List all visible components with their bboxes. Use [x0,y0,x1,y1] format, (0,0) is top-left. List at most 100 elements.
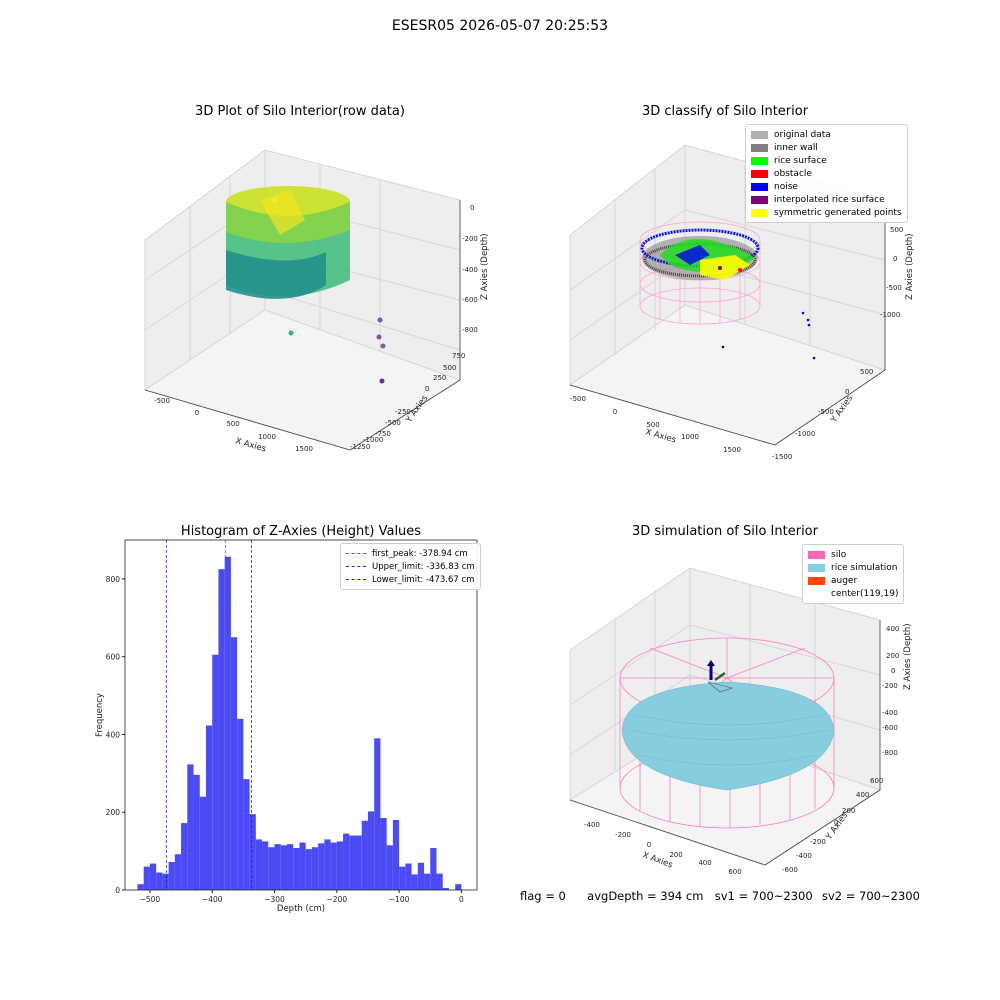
histogram-bar [174,854,182,890]
histogram-bar [286,844,294,890]
p4-ztick: 400 [886,625,899,633]
legend-swatch [751,169,768,178]
panel1-axis-edges [144,200,461,451]
histogram-bar [343,833,350,890]
panel4-title: 3D simulation of Silo Interior [632,524,818,539]
p1-ztick: -600 [462,296,478,304]
histogram-xlabel: Depth (cm) [277,904,325,914]
p2-xtick: 0 [613,408,617,416]
avg-depth-value: avgDepth = 394 cm [587,889,704,903]
histogram-bar [424,873,431,890]
histogram-bar [392,820,400,890]
histogram-bar [386,845,393,890]
histogram-bar [299,842,306,890]
legend-entry-interpolated: interpolated rice surface [751,193,902,206]
histogram-bar [355,835,362,890]
histogram-bar [262,841,269,890]
p4-ytick: 400 [856,791,869,799]
p4-ztick: -200 [882,682,898,690]
legend-entry-upper-limit: Upper_limit: -336.83 cm [346,560,475,573]
histogram-bar [442,888,449,890]
histogram-bar [274,844,281,890]
p2-xtick: 1500 [723,446,741,454]
y-tick-label: 200 [106,808,121,817]
legend-swatch [808,550,825,559]
histogram-bar [436,873,443,890]
p4-ztick: -800 [882,749,898,757]
histogram-bar [162,873,169,890]
sv1-value: sv1 = 700~2300 [714,889,813,903]
panel4-auger [707,660,734,693]
histogram-bar [237,718,244,890]
histogram-bar [243,779,250,890]
panel1-point-cloud [226,186,386,384]
p2-xtick: 500 [646,421,659,429]
legend-entry-obstacle: obstacle [751,167,902,180]
histogram-bar [218,569,225,890]
histogram-bar [455,884,462,890]
histogram-bar [187,764,194,890]
y-tick-label: 800 [106,575,121,584]
panel2-classified-points [640,228,816,360]
histogram-bar [293,848,300,890]
panel2-legend: original data inner wall rice surface ob… [745,124,908,223]
histogram-bar [318,843,325,890]
histogram-ylabel: Frequency [95,693,105,737]
histogram-bar [168,862,175,890]
legend-entry-noise: noise [751,180,902,193]
y-tick-label: 400 [106,730,121,739]
p4-zlabel: Z Axies (Depth) [903,623,913,690]
p4-xtick: 200 [669,851,682,859]
p1-ytick: -750 [375,430,391,438]
p4-ztick: -400 [882,709,898,717]
histogram-bar [405,863,412,890]
histogram-bar [224,556,231,890]
legend-swatch [751,208,768,217]
histogram-bar [411,874,418,890]
p4-ytick: -400 [796,852,812,860]
panel2-3d-plot: -500 0 500 1000 1500 X Axies 500 0 -500 … [568,144,915,461]
legend-entry-first-peak: first_peak: -378.94 cm [346,547,475,560]
p2-ztick: 0 [893,255,897,263]
histogram-bar [137,884,144,890]
legend-entry-auger: auger [808,574,898,587]
p2-zlabel: Z Axies (Depth) [905,233,915,300]
x-tick-label: 0 [459,895,464,904]
x-tick-label: −200 [327,895,348,904]
p1-xtick: 1500 [295,445,313,453]
x-tick-label: −400 [202,895,223,904]
histogram-bar [349,835,356,890]
x-tick-label: −500 [140,895,161,904]
panel3-title: Histogram of Z-Axies (Height) Values [180,524,422,539]
legend-swatch [751,195,768,204]
histogram-bar [367,811,375,890]
legend-swatch [751,182,768,191]
p4-xtick: 400 [698,859,711,867]
histogram-bar [249,814,256,890]
histogram-bar [199,796,206,890]
p2-ytick: -1000 [795,430,815,438]
p4-ytick: 600 [870,777,883,785]
histogram-bar [205,725,213,890]
p1-ytick: -500 [385,419,401,427]
histogram-bar [324,839,331,890]
panel1-title: 3D Plot of Silo Interior(row data) [195,104,405,119]
legend-entry-symmetric: symmetric generated points [751,206,902,219]
histogram-bars [137,556,462,890]
p1-ztick: -800 [462,326,478,334]
p4-ytick: -200 [810,838,826,846]
legend-swatch [751,143,768,152]
p1-xtick: 500 [226,420,239,428]
histogram-bar [149,863,157,890]
histogram-bar [361,820,368,890]
histogram-bar [330,842,337,890]
status-footer: flag = 0 avgDepth = 394 cm sv1 = 700~230… [520,889,920,903]
p2-ztick: -1000 [880,311,900,319]
x-tick-label: −300 [264,895,285,904]
histogram-y-ticks: 0 200 400 600 800 [106,575,125,895]
legend-entry-rice-surface: rice surface [751,154,902,167]
histogram-bar [305,849,312,890]
histogram-bar [280,845,287,890]
histogram-bar [311,847,319,890]
histogram-bar [193,774,200,890]
